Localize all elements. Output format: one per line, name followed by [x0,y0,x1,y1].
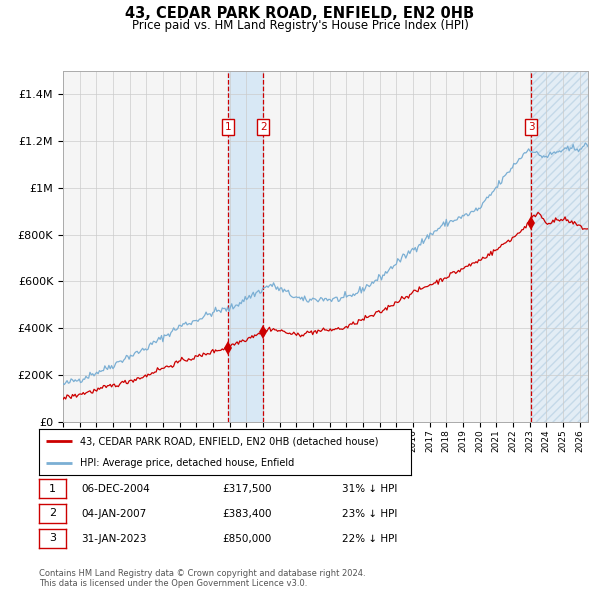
Text: 23% ↓ HPI: 23% ↓ HPI [342,509,397,519]
Text: 43, CEDAR PARK ROAD, ENFIELD, EN2 0HB: 43, CEDAR PARK ROAD, ENFIELD, EN2 0HB [125,6,475,21]
Text: 1: 1 [49,484,56,493]
Text: £383,400: £383,400 [222,509,271,519]
Bar [531,71,588,422]
Text: 1: 1 [225,122,232,132]
Text: HPI: Average price, detached house, Enfield: HPI: Average price, detached house, Enfi… [80,457,294,467]
Text: Price paid vs. HM Land Registry's House Price Index (HPI): Price paid vs. HM Land Registry's House … [131,19,469,32]
Text: 22% ↓ HPI: 22% ↓ HPI [342,534,397,543]
Text: 43, CEDAR PARK ROAD, ENFIELD, EN2 0HB (detached house): 43, CEDAR PARK ROAD, ENFIELD, EN2 0HB (d… [80,437,379,447]
Text: 31% ↓ HPI: 31% ↓ HPI [342,484,397,494]
Text: 31-JAN-2023: 31-JAN-2023 [81,534,146,543]
Text: £850,000: £850,000 [222,534,271,543]
Text: 2: 2 [260,122,266,132]
Text: Contains HM Land Registry data © Crown copyright and database right 2024.
This d: Contains HM Land Registry data © Crown c… [39,569,365,588]
Text: 06-DEC-2004: 06-DEC-2004 [81,484,150,494]
Text: 2: 2 [49,509,56,518]
Bar [229,71,263,422]
Text: 3: 3 [527,122,535,132]
Text: 3: 3 [49,533,56,543]
Text: £317,500: £317,500 [222,484,271,494]
Text: 04-JAN-2007: 04-JAN-2007 [81,509,146,519]
